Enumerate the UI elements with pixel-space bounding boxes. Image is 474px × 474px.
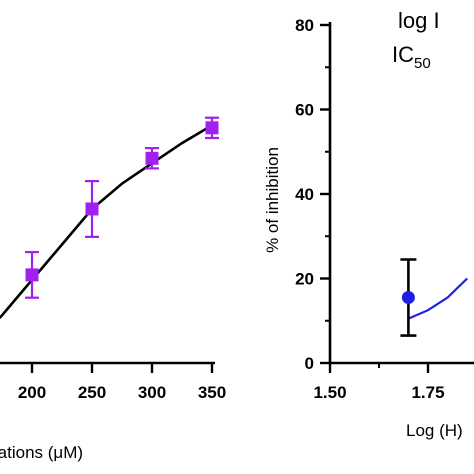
left-points-group <box>25 116 219 299</box>
left-data-point-0 <box>25 268 39 282</box>
right-y-tick-label-0: 0 <box>305 354 314 373</box>
right-y-axis: 0 20 40 60 80 <box>295 16 332 373</box>
left-data-point-2 <box>145 151 159 165</box>
left-data-point-3 <box>205 121 219 135</box>
left-x-axis-title: rations (μM) <box>0 443 83 462</box>
right-x-tick-label-1: 1.75 <box>411 383 444 402</box>
right-x-axis: 1.50 1.75 <box>313 361 474 402</box>
left-fit-line <box>0 124 213 320</box>
right-y-tick-label-2: 40 <box>295 185 314 204</box>
right-y-tick-label-4: 80 <box>295 16 314 35</box>
left-panel: 200 250 300 350 rations (μM) <box>0 116 226 462</box>
right-x-tick-label-0: 1.50 <box>313 383 346 402</box>
left-data-point-1 <box>85 202 99 216</box>
left-x-axis: 200 250 300 350 <box>0 361 226 402</box>
right-y-tick-label-3: 60 <box>295 101 314 120</box>
annotation-ic-text: IC <box>392 42 414 67</box>
annotation-log: log I <box>398 8 440 33</box>
right-y-tick-label-1: 20 <box>295 270 314 289</box>
right-y-axis-title: % of inhibition <box>263 147 282 253</box>
right-fit-line <box>407 277 468 320</box>
right-x-axis-title: Log (H) <box>406 421 463 440</box>
annotation-ic-subscript: 50 <box>414 55 431 72</box>
left-x-tick-label-3: 350 <box>198 383 226 402</box>
left-x-tick-label-0: 200 <box>18 383 46 402</box>
right-panel: 0 20 40 60 80 1.50 1.75 % of inhibition Log (… <box>263 8 474 440</box>
annotation-ic50: IC50 <box>392 42 431 72</box>
left-fit-line-group <box>0 124 213 320</box>
left-x-tick-label-1: 250 <box>78 383 106 402</box>
right-data-point-0 <box>401 291 415 305</box>
left-x-tick-label-2: 300 <box>138 383 166 402</box>
right-fit-line-group <box>407 277 468 320</box>
right-points-group <box>400 258 417 337</box>
